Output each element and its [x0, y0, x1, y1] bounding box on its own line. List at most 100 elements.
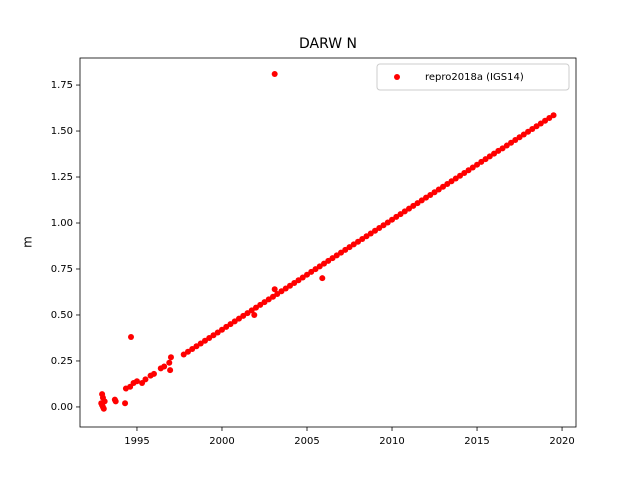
point [99, 394, 106, 401]
point [261, 299, 268, 306]
point [380, 222, 387, 229]
y-tick-label: 1.75 [51, 80, 73, 91]
point [338, 249, 345, 256]
point [533, 123, 540, 130]
point [546, 114, 553, 121]
point [248, 307, 255, 314]
legend-label: repro2018a (IGS14) [425, 72, 524, 83]
point [418, 197, 425, 204]
point [180, 351, 187, 358]
point [550, 112, 557, 119]
point [223, 323, 230, 330]
point [397, 211, 404, 218]
point [240, 312, 247, 319]
point [435, 186, 442, 193]
x-tick-label: 2010 [379, 436, 404, 447]
point [410, 202, 417, 209]
point [512, 137, 519, 144]
point [465, 167, 472, 174]
point [372, 227, 379, 234]
point [414, 200, 421, 207]
point [529, 126, 536, 133]
point [342, 246, 349, 253]
point [482, 156, 489, 163]
point [376, 224, 383, 231]
point [271, 71, 278, 78]
point [128, 334, 135, 341]
point [274, 291, 281, 298]
point [206, 334, 213, 341]
point [537, 120, 544, 127]
point [452, 175, 459, 182]
point [499, 145, 506, 152]
point [542, 117, 549, 124]
point [431, 189, 438, 196]
y-tick-label: 0.25 [51, 356, 73, 367]
point [167, 354, 174, 361]
point [133, 378, 140, 385]
point [99, 402, 106, 409]
point [308, 268, 315, 275]
point [319, 275, 326, 282]
point [448, 178, 455, 185]
point [384, 219, 391, 226]
point [282, 285, 289, 292]
point [257, 301, 264, 308]
x-tick-label: 2005 [294, 436, 319, 447]
x-tick-label: 2000 [209, 436, 234, 447]
x-tick-label: 2020 [549, 436, 574, 447]
point [184, 348, 191, 355]
chart-title: DARW N [299, 36, 357, 52]
point [291, 279, 298, 286]
point [401, 208, 408, 215]
y-tick-label: 0.00 [51, 402, 73, 413]
point [461, 169, 468, 176]
point [316, 263, 323, 270]
x-tick-label: 2015 [464, 436, 489, 447]
point [406, 205, 413, 212]
point [122, 400, 129, 407]
point [321, 260, 328, 267]
point [252, 304, 259, 311]
point [193, 343, 200, 350]
point [210, 332, 217, 339]
point [271, 286, 278, 293]
point [244, 310, 251, 317]
point [325, 257, 332, 264]
point [112, 398, 119, 405]
x-tick-label: 1995 [124, 436, 149, 447]
point [427, 192, 434, 199]
point [299, 274, 306, 281]
point [251, 311, 258, 318]
legend-marker [394, 74, 400, 80]
y-tick-label: 1.50 [51, 126, 73, 137]
point [150, 370, 157, 377]
point [227, 321, 234, 328]
point [363, 233, 370, 240]
point [286, 282, 293, 289]
point [166, 359, 173, 366]
point [142, 376, 149, 383]
point [389, 216, 396, 223]
point [474, 161, 481, 168]
y-tick-label: 1.00 [51, 218, 73, 229]
point [508, 139, 515, 146]
y-tick-label: 1.25 [51, 172, 73, 183]
point [269, 293, 276, 300]
point [346, 244, 353, 251]
point [516, 134, 523, 141]
point [235, 315, 242, 322]
point [197, 340, 204, 347]
point [312, 266, 319, 273]
point [440, 183, 447, 190]
legend-box [376, 63, 570, 91]
point [214, 329, 221, 336]
plot-frame [79, 57, 577, 428]
point [367, 230, 374, 237]
point [444, 181, 451, 188]
y-tick-label: 0.75 [51, 264, 73, 275]
point [304, 271, 311, 278]
y-axis-label: m [21, 236, 35, 248]
point [201, 337, 208, 344]
point [278, 288, 285, 295]
